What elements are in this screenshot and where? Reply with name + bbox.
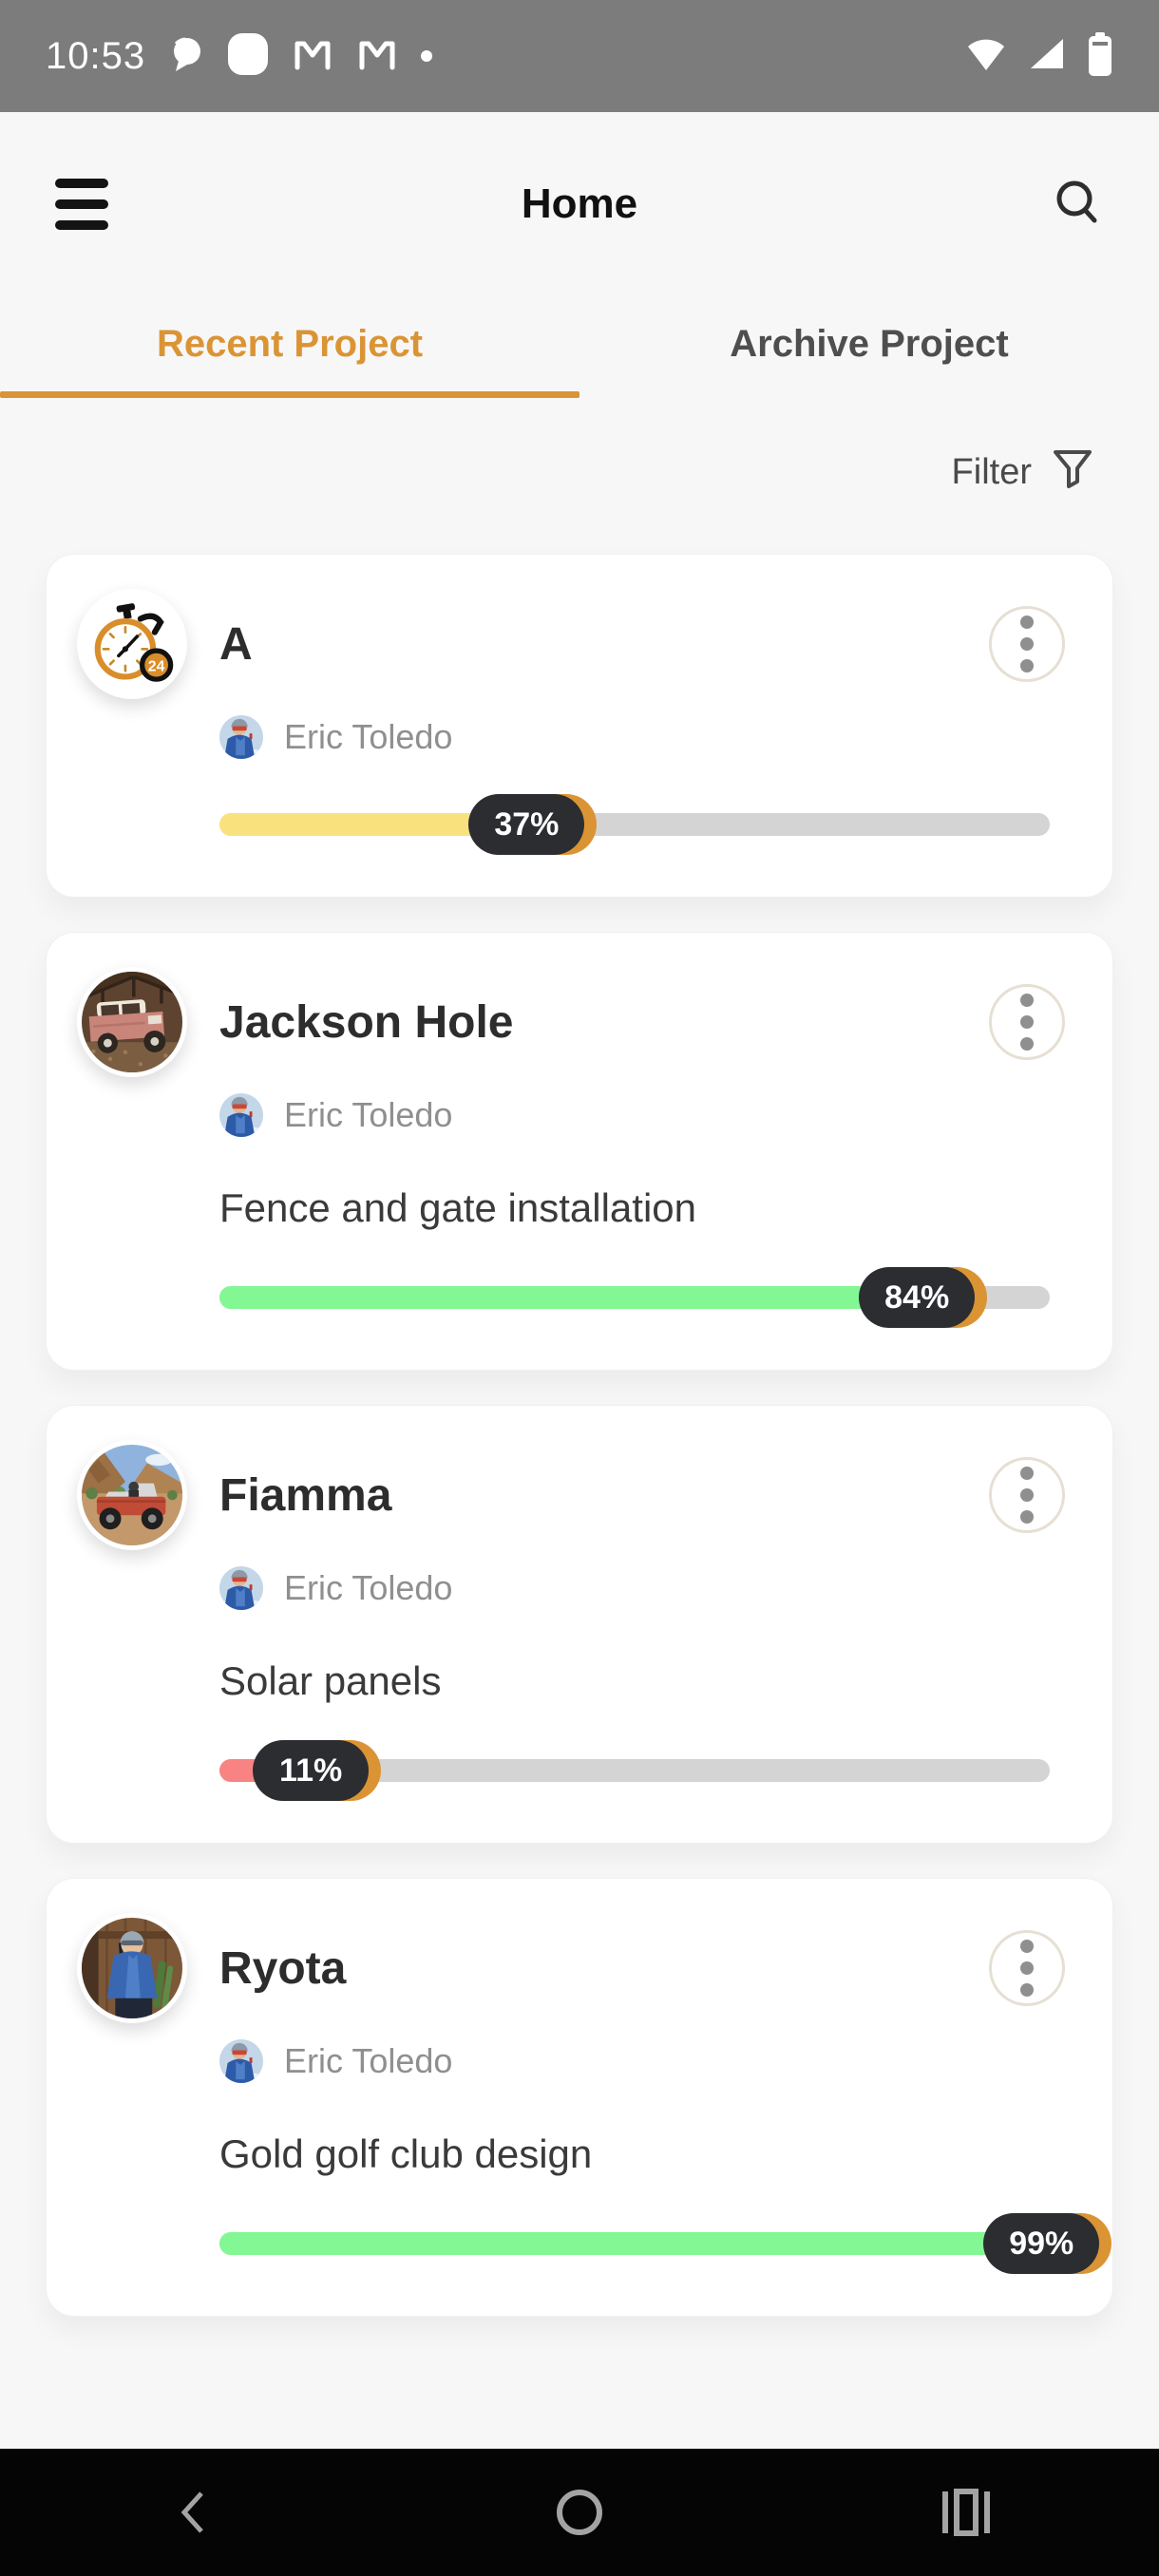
owner-avatar <box>219 1093 263 1137</box>
filter-row: Filter <box>0 445 1159 499</box>
progress-bar: 37% <box>219 794 1050 855</box>
project-title: Fiamma <box>219 1469 392 1521</box>
system-icons <box>965 31 1113 82</box>
hamburger-menu-icon[interactable] <box>55 179 108 230</box>
funnel-icon[interactable] <box>1051 445 1094 499</box>
card-header: 24 A <box>77 589 1065 699</box>
recents-button[interactable] <box>772 2489 1159 2536</box>
project-card[interactable]: Jackson Hole Eric Toledo Fence and gate … <box>46 932 1113 1371</box>
card-body: Eric Toledo Gold golf club design 99% <box>219 2038 1100 2274</box>
filter-label[interactable]: Filter <box>951 451 1032 492</box>
progress-badge: 11% <box>253 1740 370 1801</box>
home-button[interactable] <box>387 2488 773 2537</box>
project-description: Solar panels <box>219 1658 442 1703</box>
tab-archive-project[interactable]: Archive Project <box>730 323 1009 365</box>
project-description: Gold golf club design <box>219 2131 593 2176</box>
progress-track: 37% <box>219 794 1050 855</box>
progress-bar: 11% <box>219 1740 1050 1801</box>
project-avatar-skier-cabin-photo <box>77 1913 187 2023</box>
progress-bar: 99% <box>219 2213 1100 2274</box>
owner-name: Eric Toledo <box>284 1095 453 1134</box>
owner-avatar <box>219 715 263 759</box>
progress-badge: 99% <box>983 2213 1100 2274</box>
android-nav-bar <box>0 2449 1159 2576</box>
owner-row: Eric Toledo <box>219 1565 1065 1611</box>
owner-avatar <box>219 2039 263 2083</box>
cellular-signal-icon <box>1028 37 1066 76</box>
screenshot-squircle-icon <box>227 31 269 82</box>
page-title: Home <box>521 180 638 227</box>
kebab-menu-icon[interactable] <box>989 1457 1065 1533</box>
owner-row: Eric Toledo <box>219 2038 1065 2084</box>
project-card-list: 24 A Eric Toledo 37% <box>0 554 1159 2317</box>
project-title: Ryota <box>219 1942 347 1994</box>
project-title: A <box>219 618 253 670</box>
progress-badge: 37% <box>468 794 585 855</box>
notification-icons <box>168 31 433 82</box>
progress-badge: 84% <box>859 1267 976 1328</box>
content-spacer <box>0 2317 1159 2449</box>
gmail-icon <box>356 35 398 78</box>
kebab-menu-icon[interactable] <box>989 984 1065 1060</box>
progress-track: 99% <box>219 2213 1100 2274</box>
battery-icon <box>1087 31 1113 82</box>
owner-name: Eric Toledo <box>284 2041 453 2080</box>
owner-avatar <box>219 1566 263 1610</box>
progress-track: 11% <box>219 1740 1050 1801</box>
project-avatar-stopwatch-24-logo: 24 <box>77 589 187 699</box>
project-card[interactable]: 24 A Eric Toledo 37% <box>46 554 1113 898</box>
tab-bar: Recent Project Archive Project <box>0 323 1159 398</box>
project-title: Jackson Hole <box>219 996 514 1048</box>
project-avatar-red-jeep-photo <box>77 1440 187 1550</box>
owner-name: Eric Toledo <box>284 717 453 756</box>
progress-fill <box>219 1286 918 1309</box>
card-body: Eric Toledo Solar panels 11% <box>219 1565 1065 1801</box>
back-button[interactable] <box>0 2489 387 2536</box>
progress-fill <box>219 2232 1042 2255</box>
svg-text:24: 24 <box>148 658 165 674</box>
card-body: Eric Toledo Fence and gate installation … <box>219 1092 1065 1328</box>
clock-text: 10:53 <box>46 34 146 77</box>
kebab-menu-icon[interactable] <box>989 1930 1065 2006</box>
status-bar: 10:53 <box>0 0 1159 112</box>
progress-track: 84% <box>219 1267 1050 1328</box>
search-icon[interactable] <box>1051 176 1104 234</box>
owner-row: Eric Toledo <box>219 714 1065 760</box>
card-header: Fiamma <box>77 1440 1065 1550</box>
wifi-icon <box>965 35 1007 78</box>
progress-bar: 84% <box>219 1267 1050 1328</box>
project-description: Fence and gate installation <box>219 1185 697 1230</box>
project-avatar-vintage-truck-photo <box>77 967 187 1077</box>
gmail-icon <box>292 35 333 78</box>
kebab-menu-icon[interactable] <box>989 606 1065 682</box>
app-header: Home <box>0 163 1159 245</box>
card-header: Ryota <box>77 1913 1065 2023</box>
tab-recent-project[interactable]: Recent Project <box>156 323 424 365</box>
project-card[interactable]: Fiamma Eric Toledo Solar panels 11% <box>46 1405 1113 1844</box>
active-tab-underline <box>0 391 580 398</box>
project-card[interactable]: Ryota Eric Toledo Gold golf club design … <box>46 1878 1113 2317</box>
card-header: Jackson Hole <box>77 967 1065 1077</box>
overflow-dot-icon <box>421 50 433 62</box>
chat-bubble-icon <box>168 35 204 78</box>
card-body: Eric Toledo 37% <box>219 714 1065 855</box>
owner-row: Eric Toledo <box>219 1092 1065 1138</box>
owner-name: Eric Toledo <box>284 1568 453 1607</box>
